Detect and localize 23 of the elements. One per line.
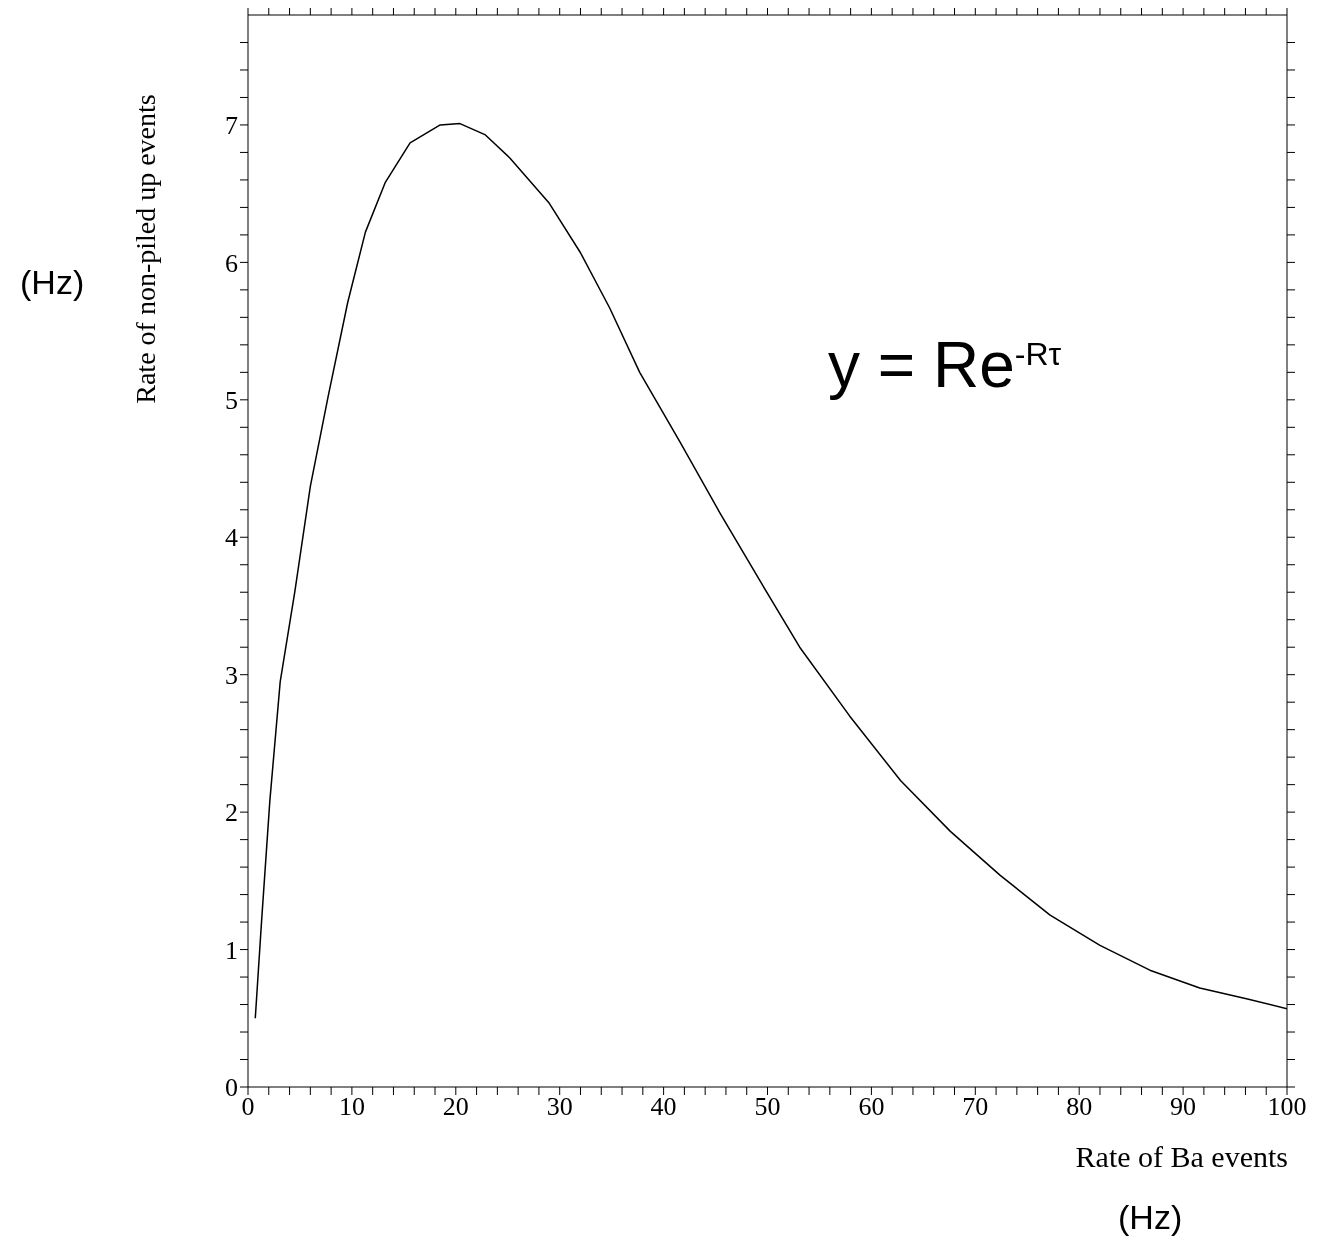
x-tick-label: 40 xyxy=(650,1092,677,1122)
x-tick-label: 20 xyxy=(442,1092,469,1122)
annotation: y = Re$^{-Rτ}$ xyxy=(828,328,1062,402)
y-tick-label: 2 xyxy=(225,798,238,828)
y-tick-label: 1 xyxy=(225,935,238,965)
y-tick-label: 6 xyxy=(225,248,238,278)
text: (Hz) xyxy=(1118,1198,1183,1237)
x-tick-label: 70 xyxy=(962,1092,989,1122)
x-tick-label: 90 xyxy=(1170,1092,1197,1122)
x-tick-label: 30 xyxy=(546,1092,573,1122)
x-tick-label: 10 xyxy=(338,1092,365,1122)
y-tick-label: 7 xyxy=(225,111,238,141)
y-tick-label: 3 xyxy=(225,660,238,690)
x-tick-label: 100 xyxy=(1267,1092,1307,1122)
x-tick-label: 50 xyxy=(754,1092,781,1122)
x-tick-label: 60 xyxy=(858,1092,885,1122)
y-axis-title: Rate of non-piled up events xyxy=(130,93,162,406)
text: (Hz) xyxy=(20,263,85,302)
x-axis-title: Rate of Ba events xyxy=(1075,1140,1288,1174)
y-tick-label: 5 xyxy=(225,386,238,416)
x-tick-label: 80 xyxy=(1066,1092,1093,1122)
y-tick-label: 4 xyxy=(225,523,238,553)
y-tick-label: 0 xyxy=(225,1073,238,1103)
